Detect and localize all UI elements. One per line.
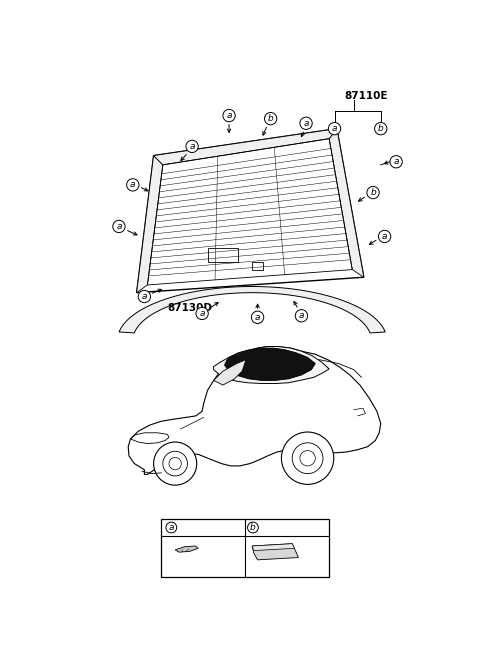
Text: a: a	[189, 142, 195, 151]
Text: a: a	[130, 180, 135, 189]
Polygon shape	[137, 128, 364, 293]
Polygon shape	[175, 546, 198, 552]
Circle shape	[328, 122, 341, 135]
Circle shape	[374, 122, 387, 135]
Bar	[161, 519, 329, 577]
Circle shape	[196, 307, 208, 320]
Polygon shape	[154, 128, 337, 165]
Circle shape	[127, 179, 139, 191]
Circle shape	[223, 109, 235, 122]
Circle shape	[248, 522, 258, 533]
Text: a: a	[199, 309, 205, 318]
Text: a: a	[255, 313, 260, 322]
Circle shape	[367, 187, 379, 198]
Circle shape	[252, 311, 264, 324]
Polygon shape	[252, 544, 299, 560]
Text: 86124D: 86124D	[178, 523, 220, 533]
Text: b: b	[250, 523, 256, 532]
Text: 87110E: 87110E	[345, 90, 388, 100]
Polygon shape	[128, 346, 381, 474]
Polygon shape	[214, 346, 329, 384]
Text: b: b	[378, 124, 384, 133]
Text: a: a	[116, 222, 122, 231]
Polygon shape	[225, 348, 315, 381]
Text: 87130D: 87130D	[168, 303, 213, 313]
Bar	[252, 262, 263, 270]
Polygon shape	[252, 544, 295, 551]
Text: a: a	[168, 523, 174, 532]
Text: a: a	[382, 232, 387, 241]
Circle shape	[113, 220, 125, 233]
Text: a: a	[142, 292, 147, 301]
Circle shape	[295, 310, 308, 322]
Circle shape	[281, 432, 334, 485]
Text: a: a	[303, 119, 309, 128]
Circle shape	[378, 231, 391, 242]
Text: b: b	[268, 114, 274, 123]
Text: b: b	[370, 188, 376, 197]
Circle shape	[300, 117, 312, 130]
Bar	[207, 248, 238, 262]
Polygon shape	[214, 360, 246, 385]
Text: a: a	[226, 111, 232, 120]
Polygon shape	[137, 156, 163, 293]
Text: a: a	[299, 311, 304, 320]
Circle shape	[154, 442, 197, 485]
Circle shape	[186, 140, 198, 153]
Text: 87864: 87864	[260, 523, 294, 533]
Circle shape	[390, 156, 402, 168]
Text: a: a	[332, 124, 337, 133]
Circle shape	[264, 113, 277, 125]
Circle shape	[166, 522, 177, 533]
Text: a: a	[394, 157, 399, 166]
Circle shape	[138, 290, 151, 303]
Polygon shape	[329, 128, 364, 277]
Polygon shape	[119, 286, 385, 333]
